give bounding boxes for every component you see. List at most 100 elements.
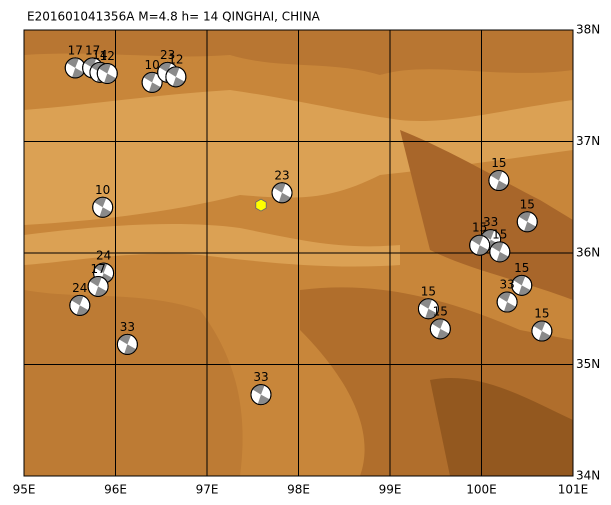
depth-label: 15: [433, 304, 448, 318]
depth-label: 12: [168, 52, 183, 66]
beachball-quadrant: [95, 263, 108, 274]
beachball-quadrant: [94, 197, 107, 208]
x-tick-label: 101E: [558, 483, 589, 497]
beachball: [511, 274, 533, 296]
beachball-quadrant: [533, 321, 546, 332]
depth-label: 23: [160, 48, 175, 62]
beachball-quadrant: [99, 207, 112, 218]
beachball-outline: [516, 211, 538, 233]
beachball-quadrant: [148, 82, 161, 93]
beachball-quadrant: [66, 57, 79, 68]
depth-label: 14: [92, 48, 107, 62]
x-tick-label: 98E: [287, 483, 310, 497]
beachball-quadrant: [71, 295, 84, 306]
beachball: [92, 196, 114, 218]
beachball-quadrant: [538, 331, 551, 342]
beachball-outline: [165, 66, 187, 88]
depth-label: 15: [514, 261, 529, 275]
beachball-quadrant: [89, 276, 102, 287]
y-tick-label: 35N: [576, 357, 600, 371]
beachball-quadrant: [273, 182, 286, 193]
beachball-quadrant: [94, 286, 107, 297]
beachball: [141, 71, 163, 93]
beachball-outline: [69, 294, 91, 316]
epicenter: [255, 198, 267, 212]
beachball-quadrant: [278, 192, 291, 203]
beachball-quadrant: [471, 235, 484, 246]
beachball-quadrant: [76, 305, 89, 316]
beachball: [531, 320, 553, 342]
beachball: [64, 57, 86, 79]
beachball-quadrant: [124, 344, 137, 355]
beachball-quadrant: [498, 292, 511, 303]
x-tick-label: 96E: [104, 483, 127, 497]
beachball-outline: [271, 182, 293, 204]
beachball-quadrant: [482, 229, 495, 240]
depth-label: 33: [120, 320, 135, 334]
beachball-quadrant: [518, 211, 531, 222]
y-tick-label: 34N: [576, 469, 600, 483]
depth-label: 10: [95, 183, 110, 197]
beachball-outline: [531, 320, 553, 342]
beachball: [429, 318, 451, 340]
depth-label: 15: [492, 227, 507, 241]
beachball-outline: [429, 318, 451, 340]
y-tick-label: 37N: [576, 134, 600, 148]
beachball-quadrant: [491, 241, 504, 252]
beachball-quadrant: [513, 275, 526, 286]
x-tick-label: 99E: [379, 483, 402, 497]
depth-label: 17: [85, 43, 100, 57]
beachball-outline: [489, 241, 511, 263]
beachball-quadrant: [172, 76, 185, 87]
depth-label: 33: [483, 215, 498, 229]
beachball-outline: [96, 62, 118, 84]
beachball: [116, 333, 138, 355]
beachball-quadrant: [72, 67, 85, 78]
beachball-outline: [141, 71, 163, 93]
beachball: [69, 294, 91, 316]
beachball-quadrant: [425, 308, 438, 319]
depth-label: 24: [96, 249, 111, 263]
beachball: [165, 66, 187, 88]
depth-label: 15: [491, 156, 506, 170]
beachball-outline: [87, 275, 109, 297]
beachball-quadrant: [503, 302, 516, 313]
beachball: [496, 291, 518, 313]
beachball: [417, 298, 439, 320]
beachball: [250, 384, 272, 406]
depth-label: 24: [72, 281, 87, 295]
beachball-outline: [417, 298, 439, 320]
beachball-quadrant: [495, 180, 508, 191]
beachball: [87, 275, 109, 297]
beachball-outline: [496, 291, 518, 313]
x-tick-label: 100E: [466, 483, 497, 497]
beachball-quadrant: [431, 318, 444, 329]
beachball-quadrant: [143, 72, 156, 83]
beachball-quadrant: [524, 221, 537, 232]
beachball-quadrant: [104, 73, 117, 84]
beachball: [271, 182, 293, 204]
depth-label: 17: [90, 262, 105, 276]
beachball-quadrant: [167, 66, 180, 77]
beachball-outline: [511, 274, 533, 296]
beachball-quadrant: [490, 170, 503, 181]
beachball-outline: [116, 333, 138, 355]
beachball: [489, 241, 511, 263]
beachball-quadrant: [118, 334, 132, 345]
depth-label: 12: [100, 49, 115, 63]
beachball-quadrant: [419, 298, 433, 309]
beachball-quadrant: [476, 245, 489, 256]
beachball-outline: [250, 384, 272, 406]
beachball-quadrant: [98, 63, 111, 74]
depth-label: 15: [534, 307, 549, 321]
beachball-quadrant: [496, 251, 509, 262]
beachball: [516, 211, 538, 233]
x-tick-label: 95E: [13, 483, 36, 497]
depth-label: 33: [253, 370, 268, 384]
depth-label: 15: [472, 221, 487, 235]
beachball-quadrant: [518, 285, 531, 296]
beachball-quadrant: [257, 394, 270, 405]
map-title: E201601041356A M=4.8 h= 14 QINGHAI, CHIN…: [27, 10, 321, 24]
depth-label: 17: [68, 43, 83, 57]
